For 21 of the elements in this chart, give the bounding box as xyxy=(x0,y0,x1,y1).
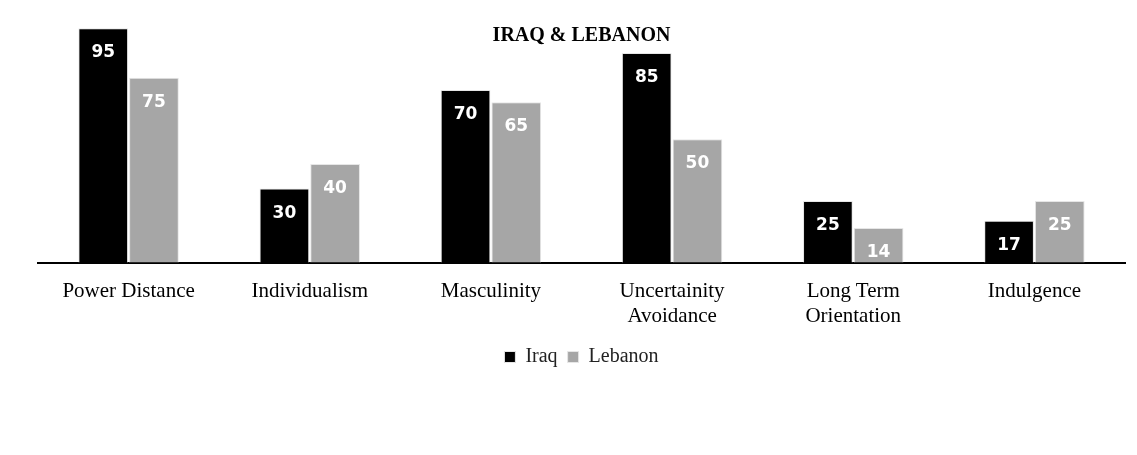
data-label: 50 xyxy=(685,152,710,173)
data-label: 75 xyxy=(142,90,166,111)
legend-label: Iraq xyxy=(525,344,558,368)
x-tick-label: Masculinity xyxy=(440,277,542,302)
data-label: 30 xyxy=(272,201,297,222)
data-label: 17 xyxy=(997,233,1021,254)
data-label: 95 xyxy=(91,41,116,62)
x-tick-label: Individualism xyxy=(251,277,369,302)
data-label: 25 xyxy=(816,213,840,234)
data-label: 14 xyxy=(866,241,891,261)
data-label: 40 xyxy=(323,176,348,197)
chart-title: IRAQ & LEBANON xyxy=(492,23,671,46)
x-tick-label: Power Distance xyxy=(62,277,195,302)
legend-label: Lebanon xyxy=(588,344,659,367)
x-tick-label: Indulgence xyxy=(987,277,1082,302)
x-tick-label: Uncertainity Avoidance xyxy=(619,277,726,327)
data-label: 85 xyxy=(634,65,659,86)
data-label: 25 xyxy=(1047,213,1072,234)
data-label: 65 xyxy=(504,115,529,136)
data-label: 70 xyxy=(453,102,478,123)
x-tick-label: Long Term Orientation xyxy=(805,277,902,327)
